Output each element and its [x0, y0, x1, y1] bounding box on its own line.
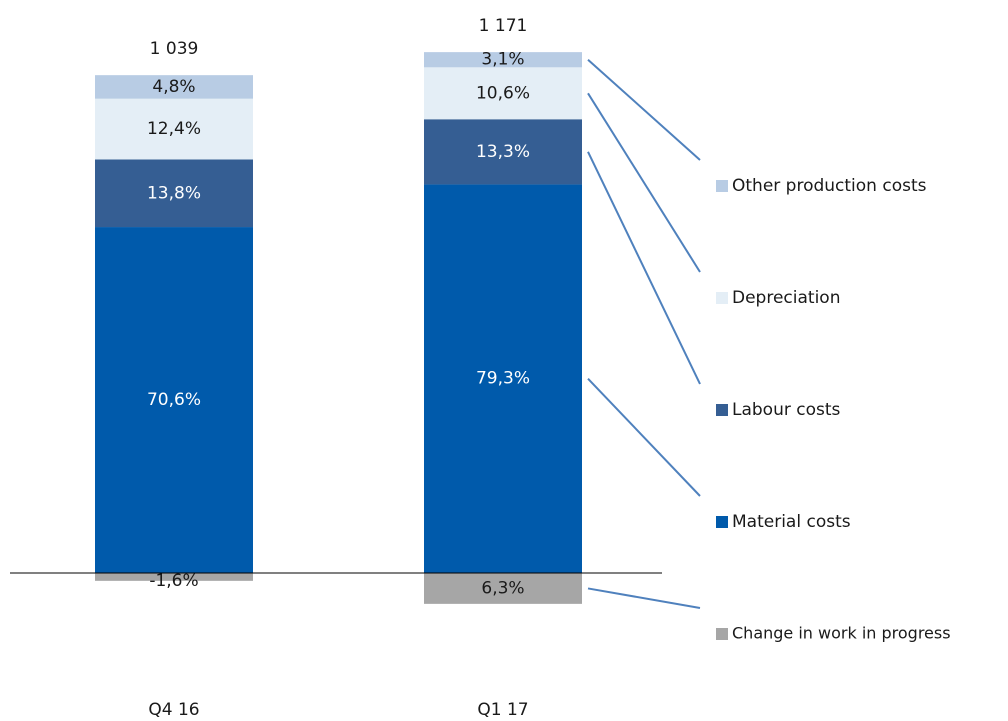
legend-label: Labour costs [732, 400, 841, 420]
bar-segment [95, 75, 253, 99]
data-label: 70,6% [147, 390, 201, 410]
data-label: 79,3% [476, 369, 530, 389]
legend-swatch [716, 404, 728, 416]
legend-swatch [716, 292, 728, 304]
legend-label: Change in work in progress [732, 624, 951, 643]
leader-line [587, 378, 701, 497]
data-label: 3,1% [481, 50, 524, 70]
legend-swatch [716, 628, 728, 640]
bar-segment [424, 119, 582, 185]
total-label: 1 171 [479, 16, 528, 36]
total-label: 1 039 [150, 39, 199, 59]
data-label: 13,8% [147, 183, 201, 203]
bar-segment [424, 184, 582, 573]
leader-line [587, 151, 701, 385]
data-label: -1,6% [149, 571, 198, 591]
data-label: 6,3% [481, 578, 524, 598]
data-label: 10,6% [476, 83, 530, 103]
leader-line [587, 58, 701, 161]
legend-label: Material costs [732, 512, 851, 532]
legend-swatch [716, 516, 728, 528]
legend-swatch [716, 180, 728, 192]
bar-segment [95, 573, 253, 581]
bar-segment [95, 159, 253, 228]
leader-line [587, 92, 701, 273]
bar-segment [424, 573, 582, 604]
x-tick-label: Q1 17 [477, 700, 528, 720]
data-label: 4,8% [152, 77, 195, 97]
legend-label: Other production costs [732, 176, 927, 196]
data-label: 12,4% [147, 119, 201, 139]
bar-segment [424, 52, 582, 68]
x-tick-label: Q4 16 [148, 700, 199, 720]
bar-segment [424, 67, 582, 120]
legend-label: Depreciation [732, 288, 840, 308]
bar-segment [95, 227, 253, 573]
bar-segment [95, 98, 253, 160]
data-label: 13,3% [476, 142, 530, 162]
leader-line [587, 587, 701, 609]
